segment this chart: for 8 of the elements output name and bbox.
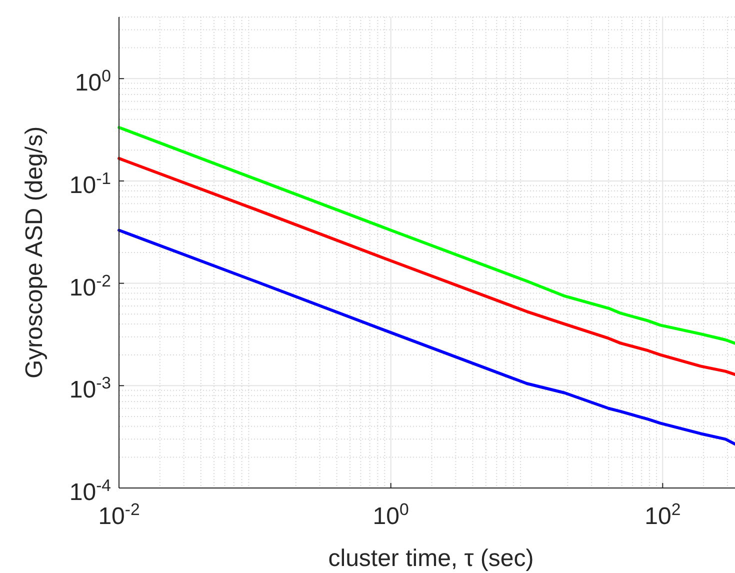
y-axis-title: Gyroscope ASD (deg/s) bbox=[21, 126, 48, 379]
y-tick-label: 10$^{-2}$ bbox=[69, 270, 111, 302]
x-axis-title: cluster time, τ (sec) bbox=[328, 545, 534, 572]
x-tick-label: 10$^{0}$ bbox=[372, 500, 409, 530]
y-tick-label: 10$^{0}$ bbox=[74, 66, 111, 97]
x-tick-label: 10$^{2}$ bbox=[644, 500, 681, 530]
y-tick-label: 10$^{-1}$ bbox=[69, 168, 111, 199]
y-tick-label: 10$^{-3}$ bbox=[69, 373, 111, 404]
